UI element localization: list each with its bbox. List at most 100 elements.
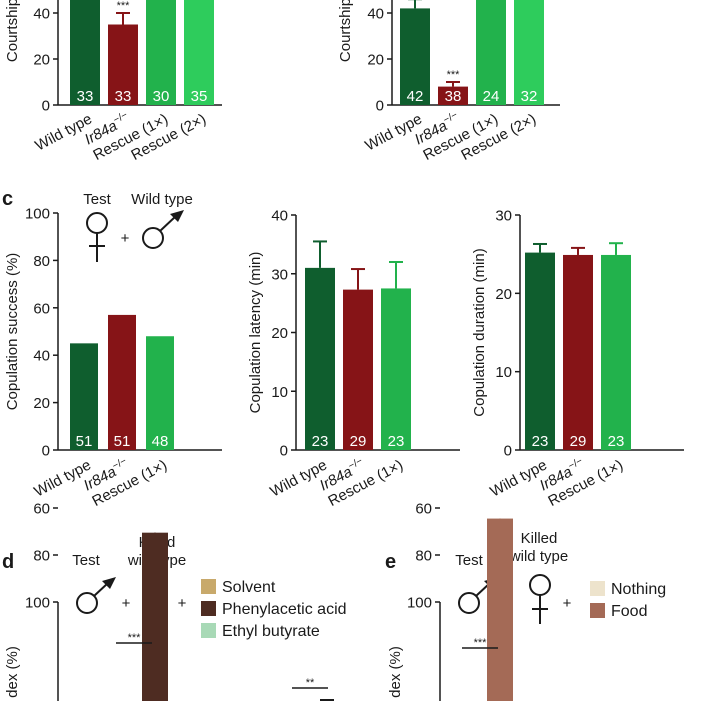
y-tick-label-c2-0: 0 [280,443,288,460]
y-tick-label-top-left-1: 20 [33,52,50,69]
n-label-top-right-1: 38 [445,88,462,105]
panel-label-d: d [2,551,14,573]
n-label-c1-2: 48 [152,433,169,450]
y-axis-label-e: dex (%) [387,646,404,698]
legend-e: Nothing Food [590,581,666,620]
e-test-label: Test [455,552,483,569]
bar-top-left-1 [108,24,138,105]
legend-d-swatch-0 [201,579,216,594]
legend-d-label-0: Solvent [222,579,276,596]
bar-c3-2 [601,254,631,450]
bar-c3-0 [525,252,555,450]
significance-e-0: *** [474,637,488,649]
legend-d-swatch-2 [201,623,216,638]
y-axis-label-top-left: Courtship [4,0,21,62]
y-axis-label-d: dex (%) [4,646,21,698]
y-tick-label-c3-0: 0 [504,443,512,460]
n-label-top-right-0: 42 [407,88,424,105]
significance-top-right-1: *** [447,69,461,81]
bar-d-partial [320,699,334,701]
n-label-top-left-1: 33 [115,88,132,105]
male-symbol-icon [142,210,184,249]
d-plus-sign-1: + [122,595,131,612]
bar-top-left-3 [184,0,214,105]
n-label-c2-1: 29 [350,433,367,450]
n-label-top-left-3: 35 [191,88,208,105]
chart-e: 60 80 100 dex (%) *** [387,501,513,701]
bar-top-right-1 [438,86,468,105]
bar-c1-2 [146,336,174,450]
n-label-c2-2: 23 [388,433,405,450]
y-axis-label-c3: Copulation duration (min) [471,248,488,416]
y-tick-label-c1-1: 20 [33,395,50,412]
y-tick-label-e-1: 80 [415,548,432,565]
bar-c1-1 [108,314,136,450]
n-label-c1-0: 51 [76,433,93,450]
d-test-label: Test [72,552,100,569]
y-tick-label-top-right-0: 0 [376,98,384,115]
bar-d-0 [142,532,168,701]
panel-e-header: Test Killed wild type + + [455,530,572,624]
y-tick-label-d-0: 60 [33,501,50,518]
y-tick-label-c1-5: 100 [25,206,50,223]
bar-c2-2 [381,288,411,450]
bar-c3-1 [563,254,593,450]
y-tick-label-e-0: 60 [415,501,432,518]
y-tick-label-c3-1: 10 [495,364,512,381]
n-label-top-left-2: 30 [153,88,170,105]
n-label-c2-0: 23 [312,433,329,450]
y-tick-label-c1-4: 80 [33,253,50,270]
panel-d-header: Test Killed wild type + + [72,534,187,624]
y-tick-label-c1-2: 40 [33,348,50,365]
n-label-top-right-2: 24 [483,88,500,105]
panel-label-e: e [385,551,396,573]
e-wild-type-label: wild type [509,548,568,565]
n-label-c3-1: 29 [570,433,587,450]
d-male-symbol-icon [76,577,116,614]
n-label-c1-1: 51 [114,433,131,450]
n-label-c3-0: 23 [532,433,549,450]
e-killed-label: Killed [521,530,558,547]
y-tick-label-d-2: 100 [25,595,50,612]
n-label-top-left-0: 33 [77,88,94,105]
y-tick-label-c2-3: 30 [271,266,288,283]
legend-d-label-1: Phenylacetic acid [222,601,347,618]
y-tick-label-c2-4: 40 [271,208,288,225]
y-tick-label-top-right-1: 20 [367,52,384,69]
legend-e-label-1: Food [611,603,647,620]
panel-c-header: Test Wild type + [83,191,193,262]
y-tick-label-c2-2: 20 [271,325,288,342]
bar-c1-0 [70,343,98,450]
bar-top-left-0 [70,0,100,105]
bar-c2-0 [305,267,335,450]
y-tick-label-c2-1: 10 [271,384,288,401]
n-label-c3-2: 23 [608,433,625,450]
bar-top-right-2 [476,0,506,105]
legend-e-swatch-0 [590,581,605,596]
y-tick-label-c1-0: 0 [42,443,50,460]
legend-d-swatch-1 [201,601,216,616]
n-label-top-right-3: 32 [521,88,538,105]
bar-top-left-2 [146,0,176,105]
significance-d-0: *** [128,632,142,644]
y-tick-label-c1-3: 60 [33,300,50,317]
legend-d: Solvent Phenylacetic acid Ethyl butyrate [201,579,347,640]
e-female-symbol-icon [529,574,551,624]
significance-top-left-1: *** [117,0,131,12]
header-wild-type-label: Wild type [131,191,193,208]
y-tick-label-top-right-2: 40 [367,6,384,23]
legend-e-label-0: Nothing [611,581,666,598]
bar-e-0 [487,518,513,701]
header-plus-sign: + [121,230,130,247]
significance-d-1: ** [306,677,315,689]
y-axis-label-c2: Copulation latency (min) [247,252,264,414]
y-tick-label-c3-2: 20 [495,286,512,303]
